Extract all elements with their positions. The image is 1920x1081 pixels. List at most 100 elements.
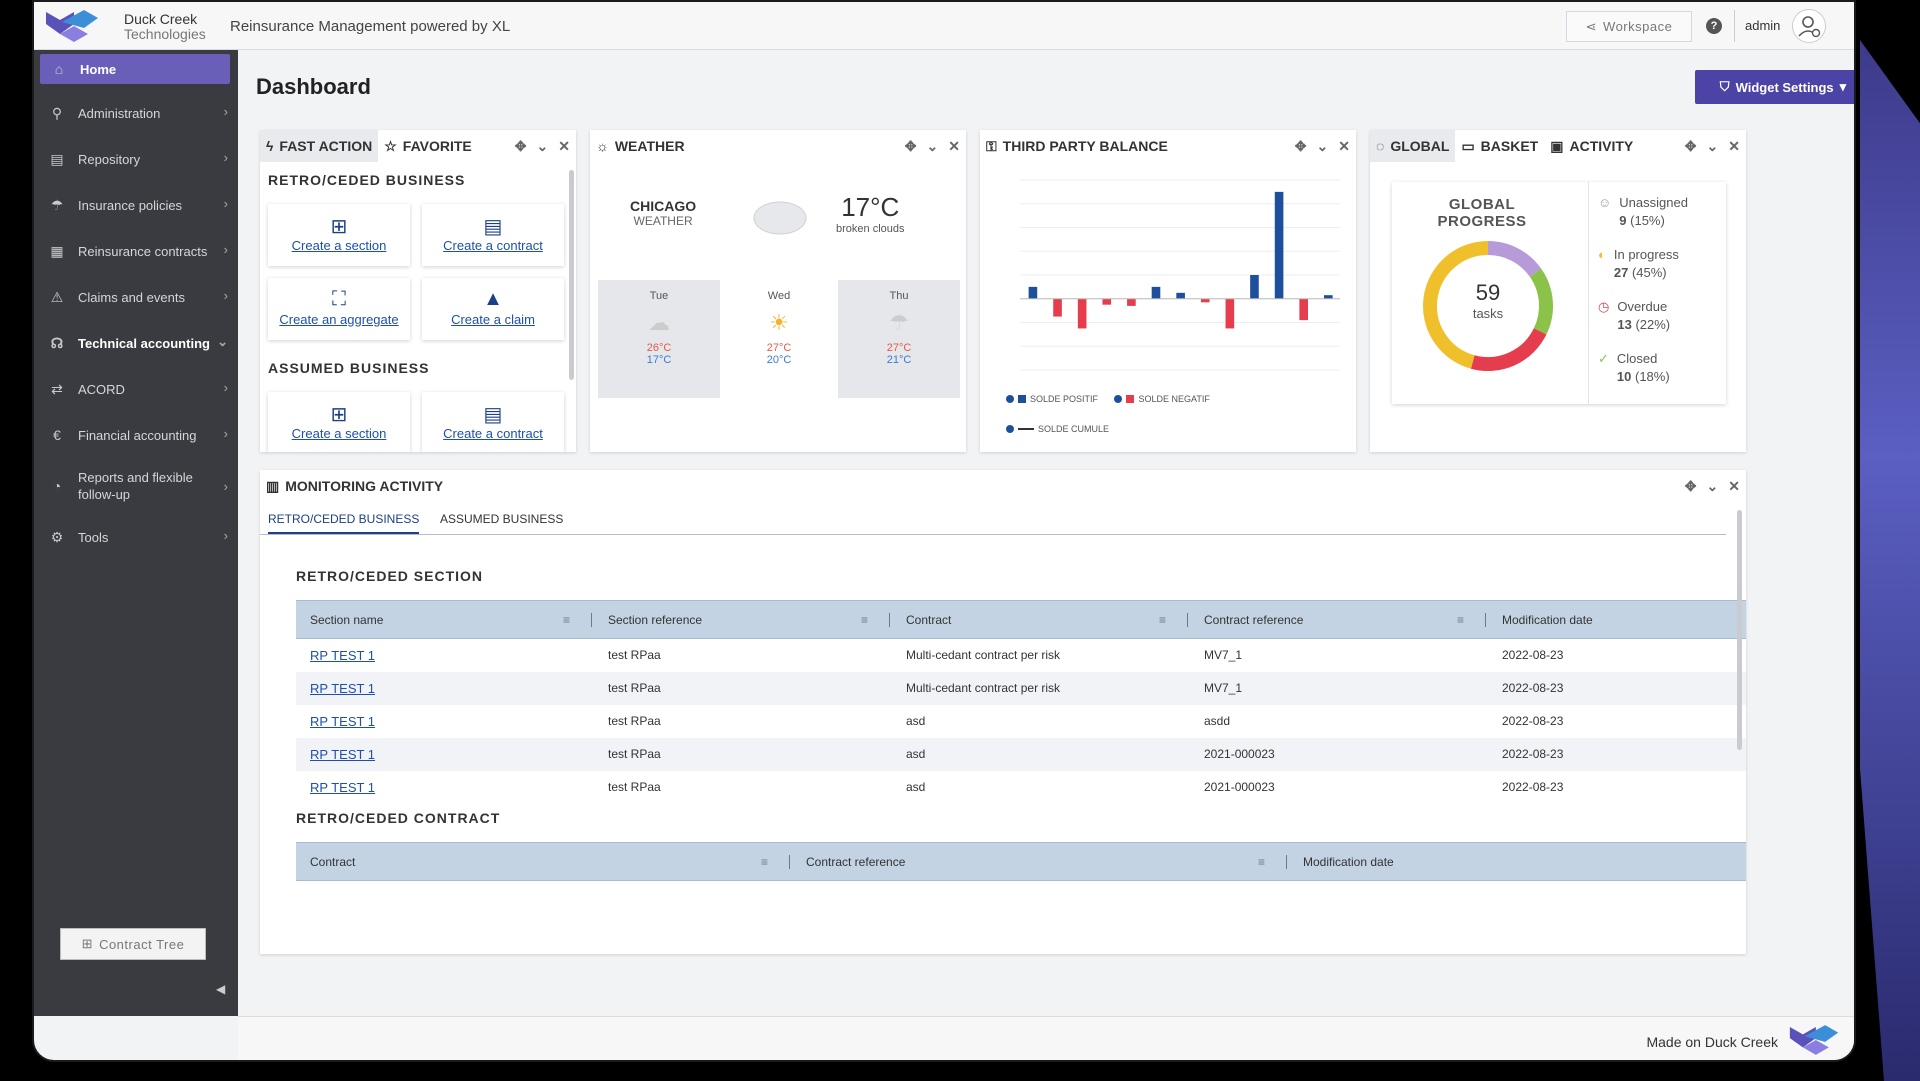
- column-header[interactable]: Contract ≡: [296, 842, 792, 881]
- chevron-right-icon: ›: [223, 528, 228, 543]
- close-icon[interactable]: ✕: [558, 138, 570, 154]
- create-contract-card[interactable]: ▤ Create a contract: [422, 204, 564, 266]
- sidebar-item-insurance-policies[interactable]: ☂ Insurance policies ›: [34, 182, 238, 228]
- workspace-button[interactable]: ⋖ Workspace: [1566, 11, 1692, 42]
- legend-negative: SOLDE NEGATIF: [1114, 394, 1210, 404]
- contract-tree-button[interactable]: ⊞ Contract Tree: [60, 928, 206, 960]
- section-link[interactable]: RP TEST 1: [310, 647, 376, 663]
- column-header[interactable]: Modification date≡: [1289, 842, 1746, 881]
- sidebar-item-tools[interactable]: ⚙ Tools ›: [34, 514, 238, 560]
- move-icon[interactable]: ✥: [514, 138, 527, 154]
- create-claim-card[interactable]: ▲ Create a claim: [422, 278, 564, 340]
- sidebar-item-administration[interactable]: ⚲ Administration ›: [34, 90, 238, 136]
- check-icon: ✓: [1598, 351, 1609, 366]
- tab-fast-action[interactable]: ϟ FAST ACTION: [260, 130, 379, 162]
- chevron-down-icon[interactable]: ⌄: [1316, 138, 1329, 154]
- table-header-row: Contract ≡ Contract reference ≡ Modificati…: [296, 842, 1746, 881]
- main-content: Dashboard ⛉ Widget Settings ▾ ϟ FAST ACTI…: [238, 50, 1854, 1016]
- progress-total: 59 tasks: [1472, 280, 1504, 321]
- tab-basket[interactable]: ▭ BASKET: [1461, 137, 1539, 155]
- collapse-sidebar-icon[interactable]: ◀: [216, 982, 226, 996]
- chevron-down-icon[interactable]: ⌄: [1706, 478, 1719, 494]
- sidebar-item-acord[interactable]: ⇄ ACORD ›: [34, 366, 238, 412]
- sidebar-item-financial-accounting[interactable]: € Financial accounting ›: [34, 412, 238, 458]
- chevron-right-icon: ›: [223, 196, 228, 211]
- document-icon: ▦: [50, 242, 64, 259]
- column-header[interactable]: Contract reference ≡: [1190, 600, 1488, 639]
- tab-activity[interactable]: ▣ ACTIVITY: [1550, 137, 1634, 155]
- bar-chart-icon: ▥: [266, 477, 280, 494]
- basket-icon: ▭: [1461, 137, 1475, 154]
- umbrella-icon: ☂: [50, 196, 64, 213]
- chevron-right-icon: ›: [223, 288, 228, 303]
- column-header[interactable]: Section reference ≡: [594, 600, 892, 639]
- global-progress-widget: ◌ GLOBAL ▭ BASKET ▣ ACTIVITY ✥ ⌄ ✕ GLOBAL P…: [1370, 130, 1746, 452]
- section-link[interactable]: RP TEST 1: [310, 746, 376, 762]
- legend-cumul: SOLDE CUMULE: [1006, 424, 1109, 434]
- scrollbar[interactable]: [1737, 510, 1742, 750]
- footer: Made on Duck Creek: [238, 1016, 1854, 1060]
- sidebar-item-reports[interactable]: ◔ Reports and flexible follow-up ›: [34, 458, 238, 514]
- home-icon: ⌂: [54, 61, 64, 77]
- chevron-down-icon[interactable]: ⌄: [536, 138, 549, 154]
- section-link[interactable]: RP TEST 1: [310, 680, 376, 696]
- divider: [1588, 182, 1589, 404]
- claim-warning-icon: ▲: [483, 288, 503, 310]
- column-header[interactable]: Contract ≡: [892, 600, 1190, 639]
- stat-closed: ✓ Closed 10 (18%): [1598, 351, 1670, 384]
- forecast-day: Thu ☂ 27°C 21°C: [838, 280, 960, 398]
- stat-overdue: ◷ Overdue 13 (22%): [1598, 299, 1671, 332]
- avatar[interactable]: [1792, 9, 1826, 43]
- close-icon[interactable]: ✕: [1338, 138, 1350, 154]
- chevron-down-icon[interactable]: ⌄: [1706, 138, 1719, 154]
- stat-in-progress: ◐ In progress 27 (45%): [1598, 247, 1679, 280]
- section-table: Section name ≡ Section reference ≡ Contrac…: [296, 600, 1746, 804]
- help-icon[interactable]: ?: [1706, 18, 1722, 34]
- refresh-icon: ◌: [1376, 138, 1385, 154]
- chevron-down-icon[interactable]: ⌄: [926, 138, 939, 154]
- close-icon[interactable]: ✕: [1728, 138, 1740, 154]
- sidebar-item-repository[interactable]: ▤ Repository ›: [34, 136, 238, 182]
- third-party-balance-widget: ⚿ THIRD PARTY BALANCE ✥ ⌄ ✕ SOLDE POSITIF: [980, 130, 1356, 452]
- sidebar-item-reinsurance-contracts[interactable]: ▦ Reinsurance contracts ›: [34, 228, 238, 274]
- section-link[interactable]: RP TEST 1: [310, 713, 376, 729]
- donut-segment: [1423, 241, 1489, 369]
- tab-global[interactable]: ◌ GLOBAL: [1370, 130, 1456, 162]
- chevron-right-icon: ›: [223, 426, 228, 441]
- menu-icon: ≡: [860, 613, 868, 627]
- tab-assumed-business[interactable]: ASSUMED BUSINESS: [440, 512, 564, 526]
- progress-card: GLOBAL PROGRESS 59 tasks ☺ Unassigned 9 (…: [1392, 182, 1726, 404]
- handshake-icon: ⇄: [51, 380, 63, 397]
- clock-icon: ◷: [1598, 299, 1610, 314]
- move-icon[interactable]: ✥: [1684, 138, 1697, 154]
- create-contract-card[interactable]: ▤ Create a contract: [422, 392, 564, 452]
- tab-favorite[interactable]: ☆ FAVORITE: [384, 137, 472, 155]
- duck-creek-logo-icon: [46, 10, 98, 42]
- caret-down-icon: ▾: [1839, 79, 1847, 94]
- create-section-card[interactable]: ⊞ Create a section: [268, 392, 410, 452]
- close-icon[interactable]: ✕: [1728, 478, 1740, 494]
- column-header[interactable]: Section name ≡: [296, 600, 594, 639]
- sidebar-item-technical-accounting[interactable]: ☊ Technical accounting ⌄: [34, 320, 238, 366]
- move-icon[interactable]: ✥: [904, 138, 917, 154]
- username[interactable]: admin: [1745, 18, 1781, 33]
- chevron-right-icon: ›: [223, 104, 228, 119]
- sidebar-item-home[interactable]: ⌂ Home: [40, 54, 230, 84]
- user-settings-icon: [1798, 16, 1821, 38]
- legend-positive: SOLDE POSITIF: [1006, 394, 1098, 404]
- column-header[interactable]: Modification date≡: [1488, 600, 1746, 639]
- chart-legend: SOLDE POSITIF SOLDE NEGATIF SOLDE CUMULE: [1006, 390, 1346, 438]
- column-header[interactable]: Contract reference ≡: [792, 842, 1289, 881]
- tab-retro-ceded-business[interactable]: RETRO/CEDED BUSINESS: [268, 512, 420, 534]
- scrollbar[interactable]: [569, 170, 574, 380]
- close-icon[interactable]: ✕: [948, 138, 960, 154]
- create-aggregate-card[interactable]: ⛶ Create an aggregate: [268, 278, 410, 340]
- app-window: Duck Creek Technologies Reinsurance Mana…: [32, 0, 1856, 1062]
- sidebar-item-claims-and-events[interactable]: ⚠ Claims and events ›: [34, 274, 238, 320]
- widget-title: ▥ MONITORING ACTIVITY: [266, 477, 444, 495]
- widget-settings-button[interactable]: ⛉ Widget Settings ▾: [1695, 70, 1854, 104]
- move-icon[interactable]: ✥: [1684, 478, 1697, 494]
- section-link[interactable]: RP TEST 1: [310, 779, 376, 795]
- move-icon[interactable]: ✥: [1294, 138, 1307, 154]
- create-section-card[interactable]: ⊞ Create a section: [268, 204, 410, 266]
